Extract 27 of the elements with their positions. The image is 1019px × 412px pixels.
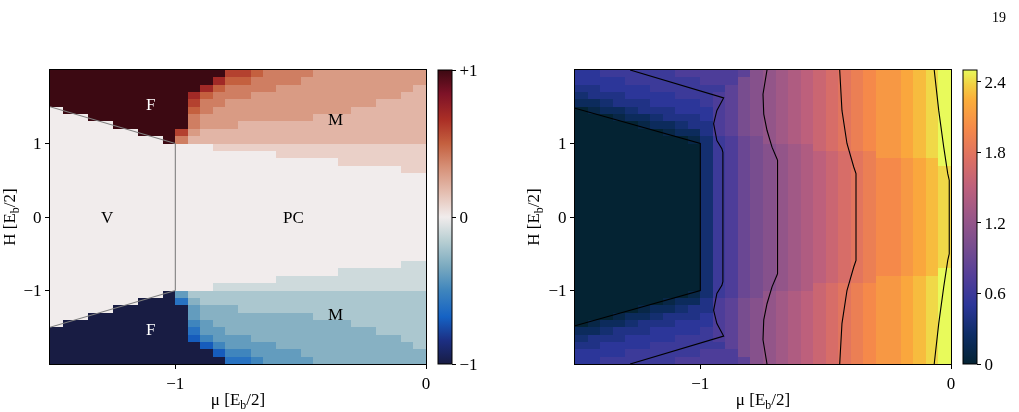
- color-bar-label: 0.6: [984, 284, 1006, 304]
- text: 19: [992, 10, 1006, 25]
- annotation: PC: [283, 208, 304, 227]
- y-tick-label: 0: [33, 207, 42, 227]
- color-bar-label: +1: [459, 60, 478, 80]
- annotation: M: [328, 305, 344, 324]
- color-bar-label: 0: [459, 207, 468, 227]
- annotation: F: [146, 95, 156, 114]
- color-bar-label: 0: [984, 354, 993, 374]
- color-bar-label: 1.2: [984, 213, 1006, 233]
- x-tick-label: −1: [166, 374, 185, 394]
- y-tick-label: 0: [558, 207, 567, 227]
- y-tick-label: 1: [558, 134, 567, 154]
- annotation: M: [328, 110, 344, 129]
- x-tick-label: −1: [691, 374, 710, 394]
- annotation: V: [101, 208, 114, 227]
- color-bar-label: −1: [459, 354, 478, 374]
- x-tick-label: 0: [421, 374, 431, 394]
- y-tick-label: −1: [548, 281, 567, 301]
- x-axis-title: μ [E$_{b}$/2]: [210, 390, 266, 412]
- y-tick-label: 1: [33, 134, 42, 154]
- y-tick-label: −1: [23, 281, 42, 301]
- annotation: F: [146, 320, 156, 339]
- x-tick-label: 0: [946, 374, 956, 394]
- x-axis-title: μ [E$_{b}$/2]: [735, 390, 791, 412]
- color-bar-label: 2.4: [984, 72, 1007, 92]
- color-bar-label: 1.8: [984, 143, 1006, 163]
